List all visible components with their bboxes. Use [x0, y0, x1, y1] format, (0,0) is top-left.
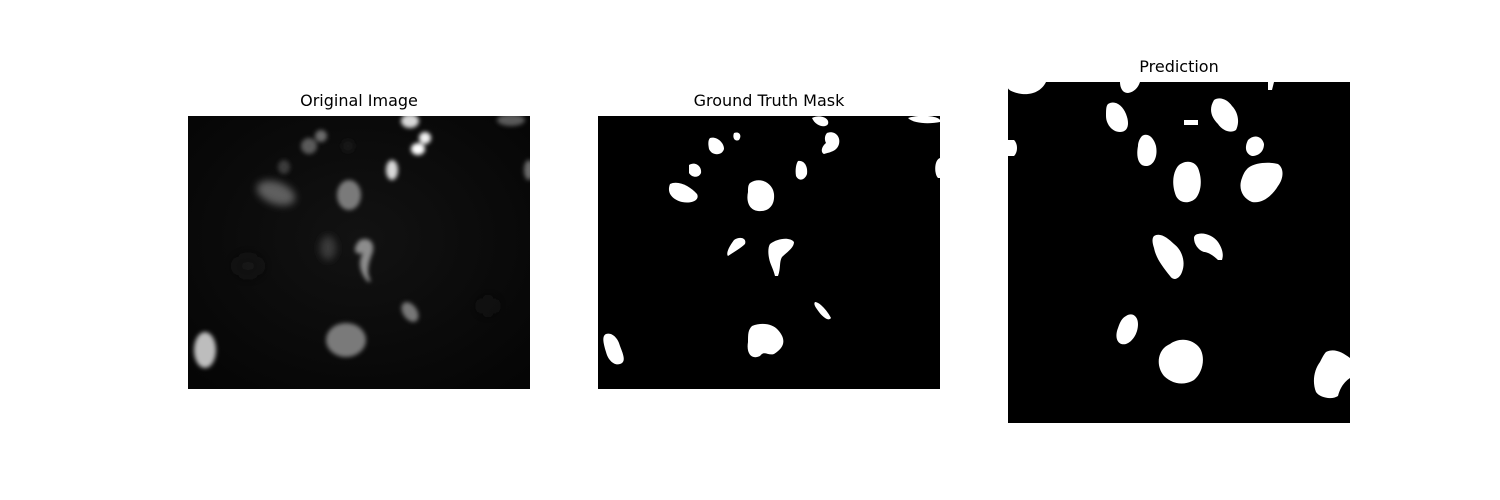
- ground-truth-mask-title: Ground Truth Mask: [693, 91, 845, 110]
- prediction-svg: [1008, 82, 1350, 423]
- ground-truth-mask-image: [598, 116, 940, 389]
- original-image: [188, 116, 530, 389]
- original-image-svg: [188, 116, 530, 389]
- prediction-image: [1008, 82, 1350, 423]
- ground-truth-mask-svg: [598, 116, 940, 389]
- prediction-title: Prediction: [1139, 57, 1219, 76]
- original-image-title: Original Image: [300, 91, 418, 110]
